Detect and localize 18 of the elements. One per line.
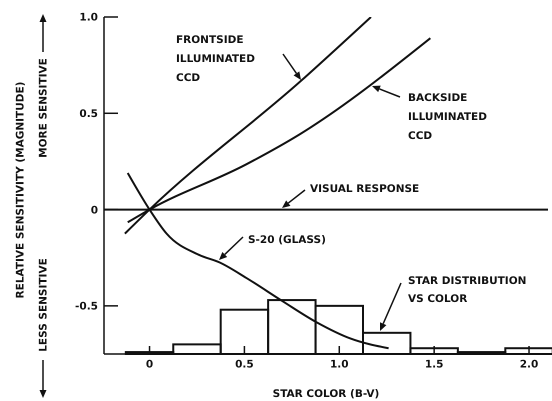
x-tick-label: 0.5 <box>235 358 254 370</box>
y-tick-label: 1.0 <box>79 12 98 24</box>
annotation: STAR DISTRIBUTION VS COLOR <box>408 275 526 305</box>
annotation: FRONTSIDE ILLUMINATED CCD <box>176 34 256 84</box>
annotation: VISUAL RESPONSE <box>310 183 420 195</box>
text: MORE SENSITIVE <box>38 58 50 158</box>
x-tick-label: 1.0 <box>330 358 349 370</box>
x-tick-label: 0 <box>146 358 154 370</box>
annotation: BACKSIDE ILLUMINATED CCD <box>408 92 488 142</box>
x-axis-title: STAR COLOR (B-V) <box>272 388 380 400</box>
annotation: S-20 (GLASS) <box>248 234 326 246</box>
y-tick-label: 0 <box>90 204 98 216</box>
y-axis-title: RELATIVE SENSITIVITY (MAGNITUDE) <box>14 82 27 298</box>
text: LESS SENSITIVE <box>38 258 50 352</box>
x-tick-label: 1.5 <box>424 358 444 370</box>
x-tick-label: 2.0 <box>520 358 538 370</box>
y-tick-label: -0.5 <box>75 300 98 313</box>
y-tick-label: 0.5 <box>79 108 98 120</box>
